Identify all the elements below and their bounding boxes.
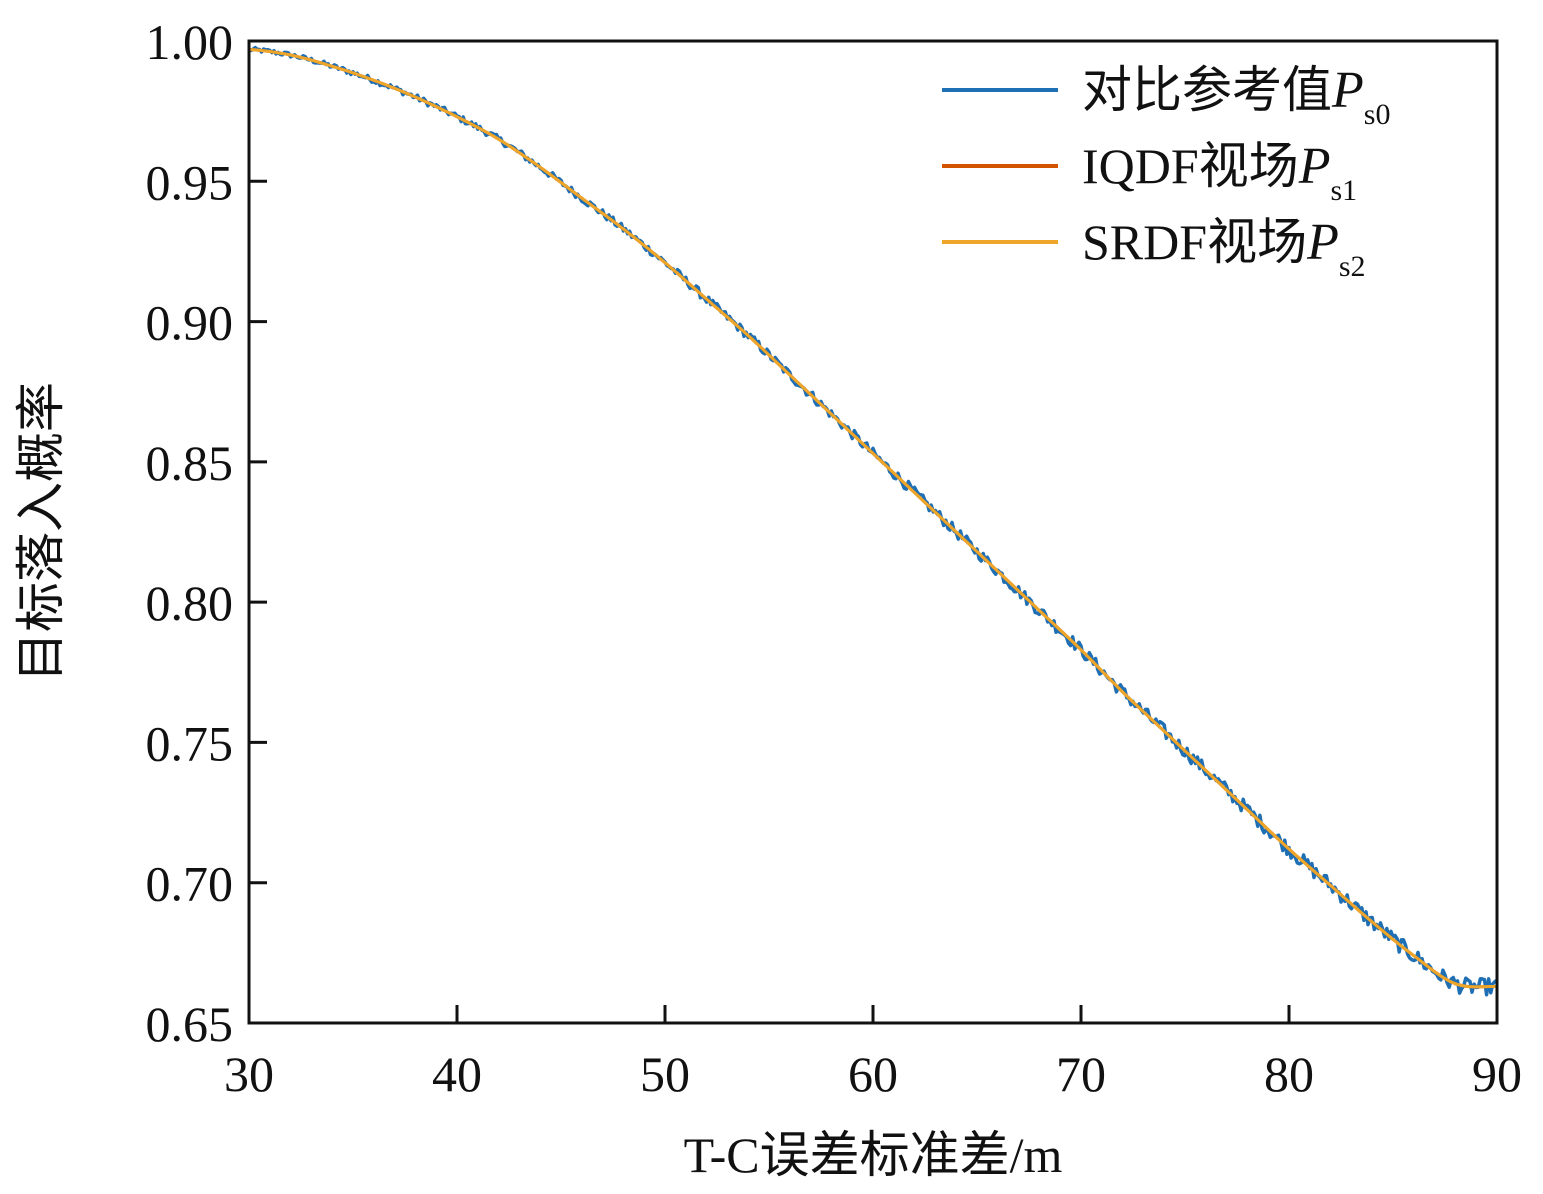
legend: 对比参考值Ps0 IQDF视场Ps1 SRDF视场Ps2 [942,62,1390,283]
y-tick-label: 0.95 [146,154,234,210]
x-tick-label: 70 [1056,1046,1106,1102]
x-tick-label: 30 [224,1046,274,1102]
x-tick-label: 80 [1264,1046,1314,1102]
x-tick-label: 40 [432,1046,482,1102]
axis-ticks: 30 40 50 60 70 80 90 0.65 0.70 0.75 0.80 0.85 0.90 0.… [146,14,1523,1102]
series-line-s2 [248,47,1497,989]
y-tick-label: 0.90 [146,295,234,351]
x-tick-label: 50 [640,1046,690,1102]
y-tick-label: 0.65 [146,996,234,1052]
legend-entry-s0: 对比参考值Ps0 [1082,62,1390,131]
y-tick-label: 0.85 [146,435,234,491]
y-tick-label: 1.00 [146,14,234,70]
legend-entry-s2: SRDF视场Ps2 [1082,214,1366,283]
legend-entry-s1: IQDF视场Ps1 [1082,138,1357,207]
series-layer [247,45,1499,997]
y-tick-label: 0.80 [146,575,234,631]
x-tick-label: 60 [848,1046,898,1102]
y-tick-label: 0.75 [146,715,234,771]
y-tick-label: 0.70 [146,856,234,912]
x-axis-label: T-C误差标准差/m [684,1127,1063,1183]
y-axis-label: 目标落入概率 [13,382,69,682]
x-tick-label: 90 [1472,1046,1522,1102]
